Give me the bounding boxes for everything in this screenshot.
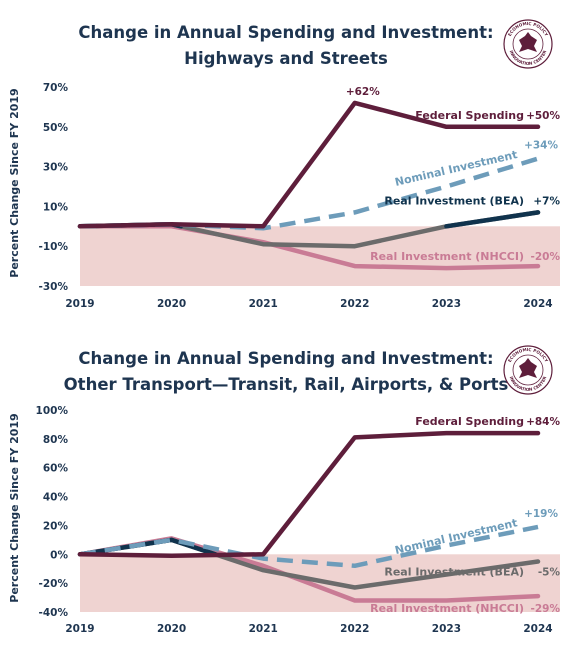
series-line-real-bea-positive — [444, 210, 541, 229]
series-line-federal-spending — [77, 100, 541, 229]
chart1-ylabel: Percent Change Since FY 2019 — [8, 88, 21, 277]
series-name-label: Real Investment (NHCCI) — [370, 250, 524, 263]
epic-logo-bottom: ECONOMIC POLICY INNOVATION CENTER — [503, 345, 553, 395]
series-name-label: Real Investment (NHCCI) — [370, 602, 524, 615]
series-end-label: -29% — [531, 603, 561, 615]
chart2-subtitle: Other Transport—Transit, Rail, Airports,… — [64, 375, 509, 394]
y-tick-label: 40% — [43, 492, 69, 504]
y-tick-label: 50% — [43, 122, 69, 134]
x-tick-label: 2021 — [249, 623, 278, 635]
series-name-label: Real Investment (BEA) — [384, 194, 524, 207]
chart1-title: Change in Annual Spending and Investment… — [78, 23, 493, 42]
x-tick-label: 2019 — [65, 623, 94, 635]
epic-logo-top: ECONOMIC POLICY INNOVATION CENTER — [503, 19, 553, 69]
series-line-nominal-investment — [79, 524, 539, 569]
series-end-label: +19% — [524, 508, 558, 520]
chart2-ylabel: Percent Change Since FY 2019 — [8, 413, 21, 602]
y-tick-label: 20% — [43, 520, 69, 532]
y-tick-label: 60% — [43, 463, 69, 475]
y-tick-label: -20% — [39, 578, 69, 590]
series-end-label: +84% — [526, 416, 560, 428]
y-tick-label: -30% — [39, 281, 69, 293]
x-tick-label: 2024 — [523, 298, 552, 310]
x-tick-label: 2019 — [65, 298, 94, 310]
series-name-label: Real Investment (BEA) — [384, 566, 524, 579]
x-tick-label: 2020 — [157, 623, 186, 635]
y-tick-label: 30% — [43, 162, 69, 174]
chart1-plot: 70% 50% 30% 10% -10% -30% 2019 2020 2021 2022 2023… — [39, 82, 561, 310]
y-tick-label: 0% — [50, 549, 68, 561]
x-tick-label: 2022 — [340, 623, 369, 635]
series-end-label: +50% — [526, 110, 560, 122]
y-tick-label: 70% — [43, 82, 69, 94]
x-tick-label: 2021 — [249, 298, 278, 310]
series-name-label: Federal Spending — [415, 415, 524, 428]
x-tick-label: 2023 — [432, 298, 461, 310]
chart1-subtitle: Highways and Streets — [184, 49, 388, 68]
series-end-label: -20% — [531, 251, 561, 263]
x-tick-label: 2020 — [157, 298, 186, 310]
series-end-label: -5% — [538, 567, 561, 579]
series-name-label: Federal Spending — [415, 109, 524, 122]
y-tick-label: -40% — [39, 607, 69, 619]
x-tick-label: 2024 — [523, 623, 552, 635]
y-tick-label: -10% — [39, 241, 69, 253]
y-tick-label: 10% — [43, 201, 69, 213]
series-end-label: +7% — [533, 195, 560, 207]
chart2-plot: 100% 80% 60% 40% 20% 0% -20% -40% 2019 2020 2021 20… — [36, 405, 561, 635]
y-tick-label: 100% — [36, 405, 69, 417]
x-tick-label: 2023 — [432, 623, 461, 635]
series-line-federal-spending — [77, 430, 541, 558]
x-tick-label: 2022 — [340, 298, 369, 310]
chart2-title: Change in Annual Spending and Investment… — [78, 349, 493, 368]
series-end-label: +34% — [524, 140, 558, 152]
peak-value-label: +62% — [346, 86, 380, 98]
y-tick-label: 80% — [43, 434, 69, 446]
